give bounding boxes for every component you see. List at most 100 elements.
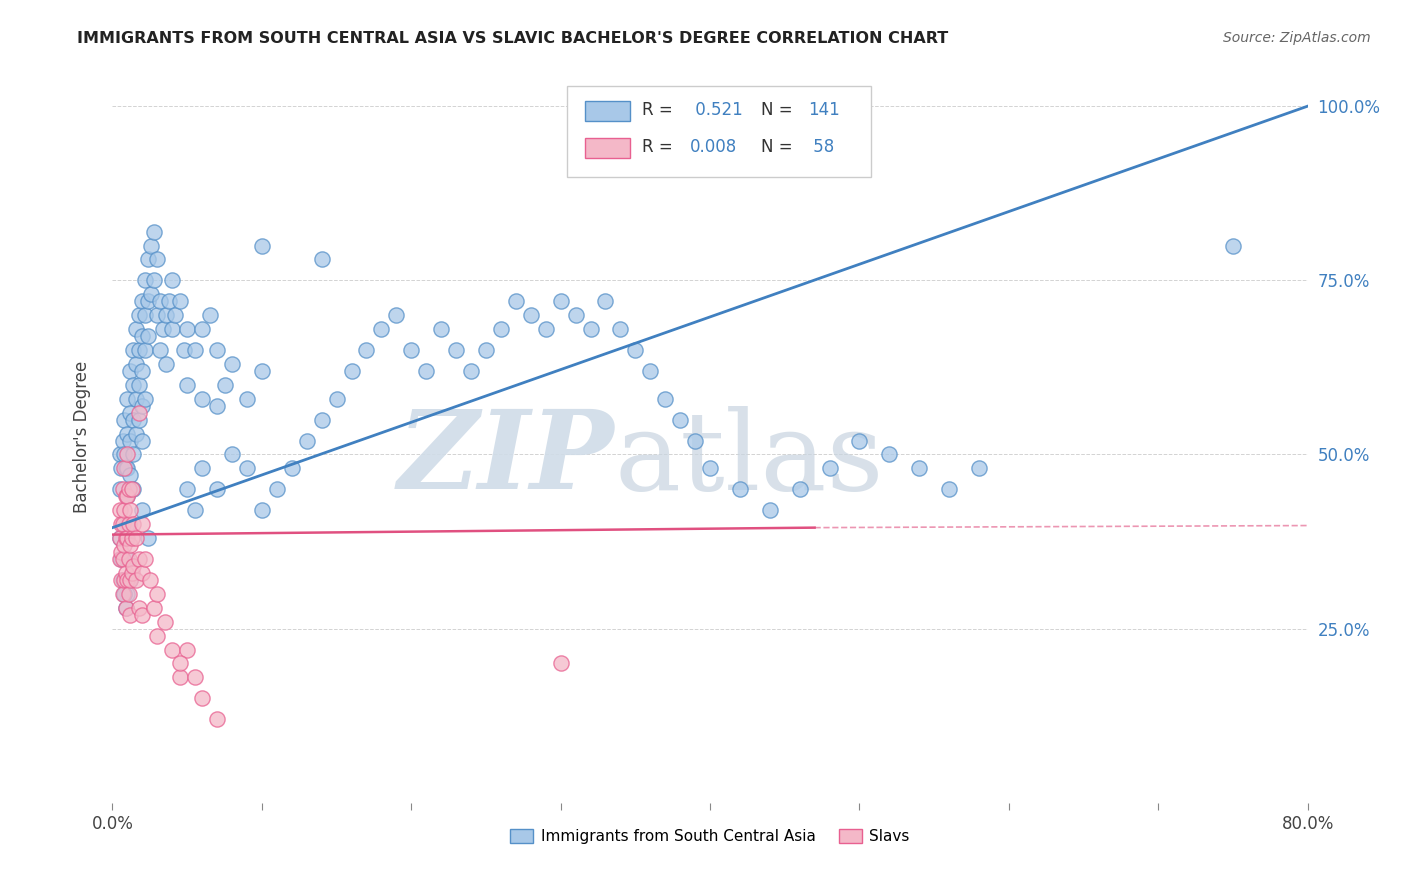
- Point: [176, 642, 198, 657]
- Point: [162, 642, 183, 657]
- Point: [669, 412, 692, 426]
- Point: [108, 531, 131, 545]
- Point: [134, 343, 156, 357]
- Point: [550, 294, 572, 309]
- Point: [117, 426, 139, 441]
- Point: [131, 329, 153, 343]
- Point: [128, 377, 150, 392]
- Point: [205, 343, 228, 357]
- Point: [117, 489, 139, 503]
- Point: [131, 607, 153, 622]
- Point: [115, 566, 138, 580]
- Point: [120, 503, 142, 517]
- Point: [125, 322, 148, 336]
- Point: [122, 377, 145, 392]
- Point: [131, 566, 153, 580]
- Point: [214, 377, 236, 392]
- Point: [475, 343, 498, 357]
- Point: [505, 294, 527, 309]
- Point: [143, 600, 166, 615]
- Point: [699, 461, 721, 475]
- Point: [122, 483, 145, 497]
- Point: [325, 392, 347, 406]
- Point: [143, 273, 166, 287]
- Point: [122, 448, 145, 462]
- Point: [134, 308, 156, 322]
- Point: [311, 252, 333, 267]
- Point: [128, 552, 150, 566]
- Point: [176, 377, 198, 392]
- Point: [125, 357, 148, 371]
- Point: [176, 322, 198, 336]
- Point: [155, 308, 177, 322]
- Point: [311, 412, 333, 426]
- Point: [117, 489, 139, 503]
- Point: [117, 461, 139, 475]
- Point: [141, 238, 163, 252]
- Point: [444, 343, 467, 357]
- Point: [131, 503, 153, 517]
- Point: [131, 294, 153, 309]
- Point: [818, 461, 841, 475]
- Point: [122, 412, 145, 426]
- Point: [114, 538, 135, 552]
- Point: [176, 483, 198, 497]
- Text: R =: R =: [643, 137, 678, 156]
- Point: [125, 392, 148, 406]
- Point: [162, 273, 183, 287]
- Point: [640, 364, 662, 378]
- Point: [221, 448, 243, 462]
- Point: [266, 483, 288, 497]
- Point: [117, 587, 139, 601]
- Point: [118, 552, 141, 566]
- Point: [120, 406, 142, 420]
- Point: [115, 461, 138, 475]
- Point: [114, 503, 135, 517]
- Point: [908, 461, 931, 475]
- Point: [122, 343, 145, 357]
- Point: [183, 343, 205, 357]
- Point: [134, 552, 156, 566]
- Point: [138, 294, 160, 309]
- Point: [134, 392, 156, 406]
- Point: [534, 322, 557, 336]
- Point: [114, 573, 135, 587]
- Point: [415, 364, 437, 378]
- Point: [111, 483, 134, 497]
- Point: [120, 434, 142, 448]
- Point: [550, 657, 572, 671]
- Point: [879, 448, 901, 462]
- Point: [125, 426, 148, 441]
- Point: [118, 587, 141, 601]
- Point: [191, 322, 214, 336]
- Point: [121, 483, 143, 497]
- Point: [110, 517, 132, 532]
- Point: [250, 503, 273, 517]
- Point: [728, 483, 751, 497]
- Point: [938, 483, 960, 497]
- Point: [131, 399, 153, 413]
- Point: [401, 343, 423, 357]
- Point: [115, 489, 138, 503]
- Point: [114, 461, 135, 475]
- Point: [967, 461, 990, 475]
- Point: [121, 531, 143, 545]
- Point: [205, 483, 228, 497]
- Point: [191, 461, 214, 475]
- Point: [121, 566, 143, 580]
- Point: [138, 531, 160, 545]
- Point: [117, 448, 139, 462]
- Point: [250, 364, 273, 378]
- Point: [111, 573, 134, 587]
- Point: [281, 461, 304, 475]
- Point: [120, 364, 142, 378]
- Point: [340, 364, 363, 378]
- Point: [149, 343, 172, 357]
- Point: [131, 517, 153, 532]
- Point: [120, 573, 142, 587]
- Point: [139, 573, 162, 587]
- Point: [564, 308, 586, 322]
- Point: [356, 343, 378, 357]
- Point: [183, 670, 205, 684]
- Legend: Immigrants from South Central Asia, Slavs: Immigrants from South Central Asia, Slav…: [505, 822, 915, 850]
